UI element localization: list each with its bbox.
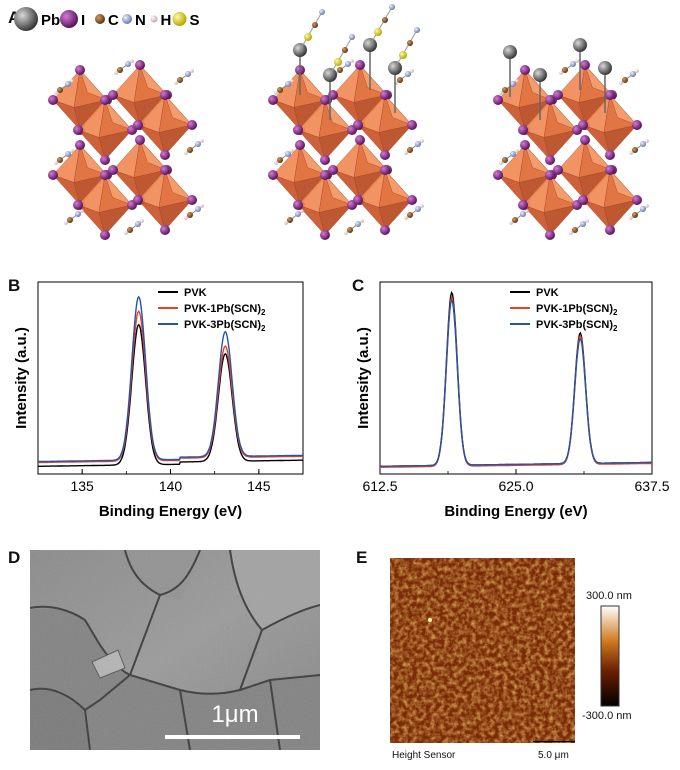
- i-atom-icon: [60, 10, 78, 28]
- x-tick-label: 145: [247, 478, 271, 494]
- legend-entry: PVK-3Pb(SCN)2: [536, 319, 618, 333]
- legend-entry: PVK-1Pb(SCN)2: [184, 303, 266, 317]
- panel-label-d: D: [8, 548, 21, 567]
- panel-label-c: C: [352, 276, 365, 295]
- series-line: [380, 295, 653, 468]
- afm-scale-bar: [533, 741, 575, 742]
- y-axis-label: Intensity (a.u.): [355, 327, 372, 429]
- atom-legend-label: H: [161, 12, 172, 29]
- colorbar-max-label: 300.0 nm: [586, 590, 632, 602]
- s-atom-icon: [172, 12, 187, 26]
- legend-entry: PVK-1Pb(SCN)2: [536, 303, 618, 317]
- panel-label-e: E: [356, 548, 368, 567]
- colorbar-min-label: -300.0 nm: [582, 710, 632, 722]
- x-axis-label: Binding Energy (eV): [99, 503, 242, 520]
- afm-colorbar: [600, 605, 620, 707]
- h-atom-icon: [150, 15, 158, 23]
- series-line: [38, 310, 303, 464]
- panel-label-b: B: [8, 276, 21, 295]
- x-tick-label: 612.5: [362, 478, 397, 494]
- series-line: [38, 295, 303, 463]
- x-tick-label: 140: [159, 478, 183, 494]
- x-tick-label: 637.5: [634, 478, 669, 494]
- legend-entry: PVK-3Pb(SCN)2: [184, 319, 266, 333]
- sem-image: 1μm: [30, 550, 320, 750]
- afm-sensor-label: Height Sensor: [392, 750, 456, 761]
- x-axis-label: Binding Energy (eV): [444, 503, 587, 520]
- atom-legend-label: I: [81, 12, 85, 29]
- xps-chart-b: 135 140 145 Binding Energy (eV) Intensity (a…: [13, 281, 304, 520]
- x-tick-label: 135: [70, 478, 94, 494]
- atom-legend-label: S: [190, 12, 200, 29]
- atom-legend-label: C: [108, 12, 119, 29]
- y-axis-label: Intensity (a.u.): [13, 327, 30, 429]
- sem-scale-label: 1μm: [211, 701, 258, 728]
- afm-image: [390, 558, 575, 743]
- series-line: [380, 298, 652, 467]
- pb-atom-icon: [14, 7, 38, 31]
- crystal-structure-figure: [48, 4, 649, 240]
- atom-legend-label: Pb: [41, 12, 60, 29]
- legend-entry: PVK: [184, 287, 207, 299]
- x-tick-label: 625.0: [498, 478, 533, 494]
- legend-entry: PVK: [536, 287, 559, 299]
- atom-legend-label: N: [135, 12, 146, 29]
- series-line: [38, 323, 303, 467]
- n-atom-icon: [122, 14, 132, 24]
- c-atom-icon: [95, 14, 105, 24]
- afm-scale-label: 5.0 μm: [538, 750, 569, 761]
- xps-chart-c: 612.5 625.0 637.5 Binding Energy (eV) Intens…: [355, 281, 670, 520]
